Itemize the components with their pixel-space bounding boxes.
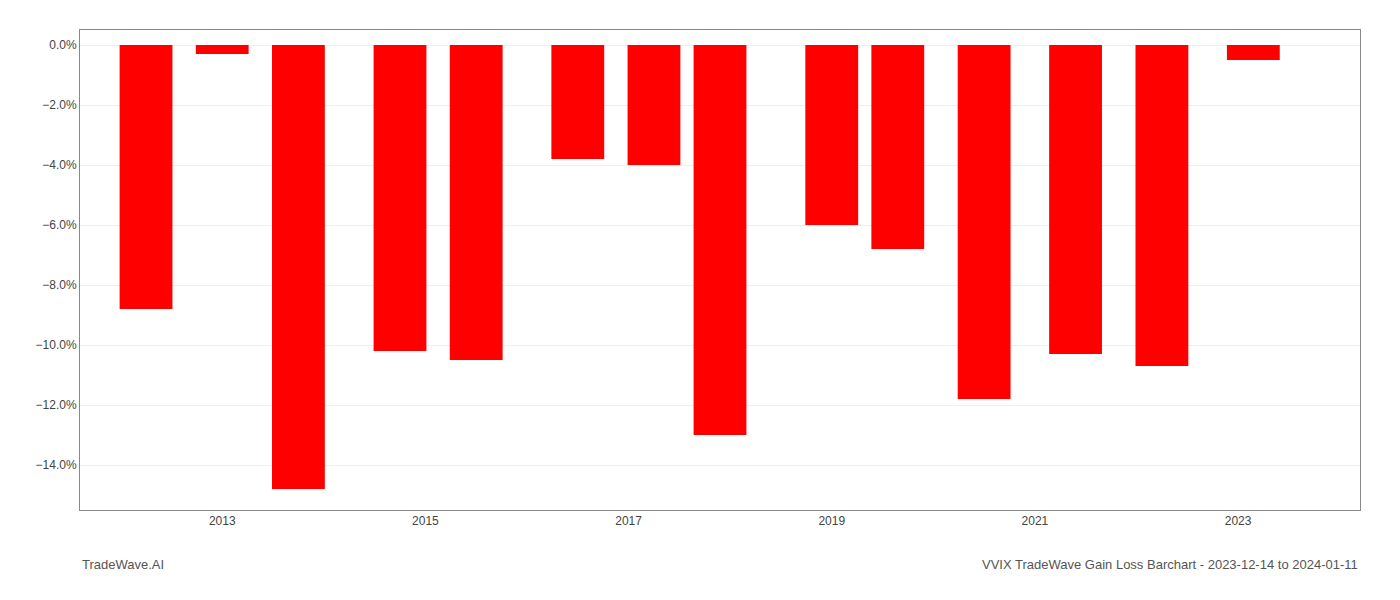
- svg-text:−6.0%: −6.0%: [42, 218, 77, 232]
- svg-text:−14.0%: −14.0%: [36, 458, 77, 472]
- svg-text:2013: 2013: [209, 514, 236, 528]
- svg-text:−10.0%: −10.0%: [36, 338, 77, 352]
- svg-text:2023: 2023: [1225, 514, 1252, 528]
- svg-text:VVIX TradeWave Gain Loss Barch: VVIX TradeWave Gain Loss Barchart - 2023…: [982, 557, 1358, 572]
- svg-text:−12.0%: −12.0%: [36, 398, 77, 412]
- svg-text:TradeWave.AI: TradeWave.AI: [82, 557, 164, 572]
- svg-text:−8.0%: −8.0%: [42, 278, 77, 292]
- svg-text:0.0%: 0.0%: [49, 38, 77, 52]
- svg-text:2021: 2021: [1022, 514, 1049, 528]
- svg-text:2017: 2017: [615, 514, 642, 528]
- svg-text:−4.0%: −4.0%: [42, 158, 77, 172]
- svg-text:2019: 2019: [818, 514, 845, 528]
- svg-text:−2.0%: −2.0%: [42, 98, 77, 112]
- svg-text:2015: 2015: [412, 514, 439, 528]
